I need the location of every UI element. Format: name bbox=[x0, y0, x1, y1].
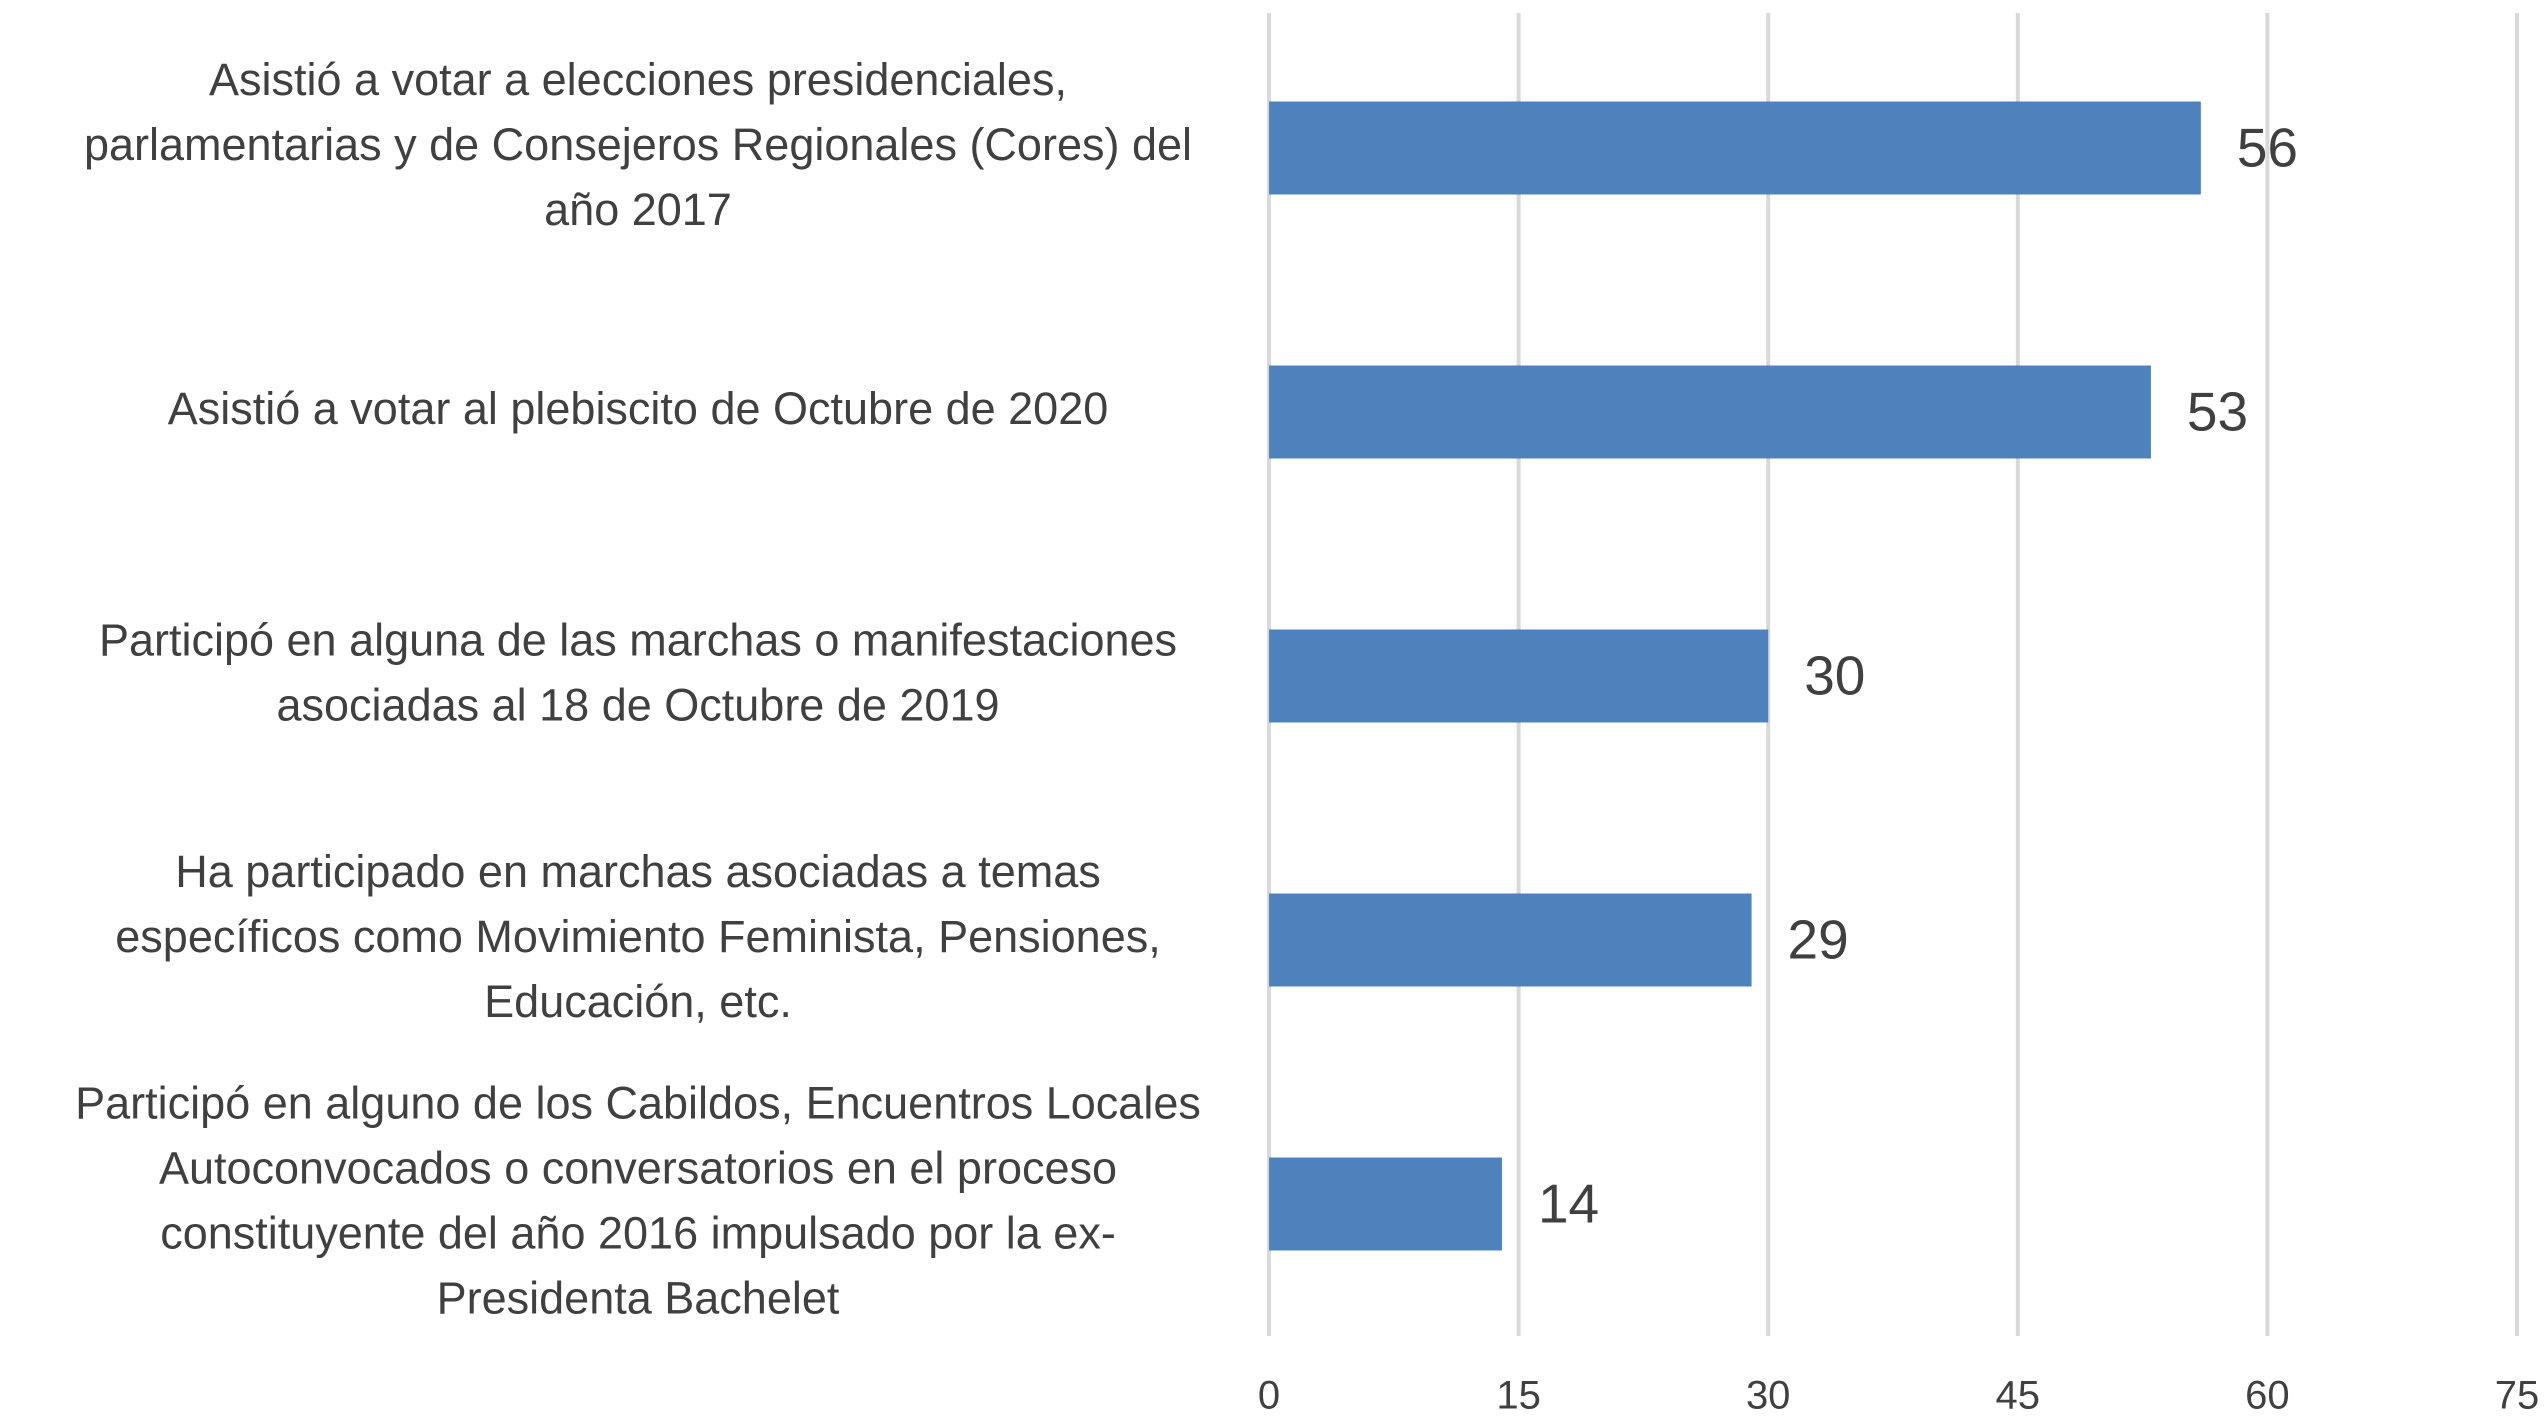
value-label: 30 bbox=[1804, 645, 1865, 707]
value-label: 14 bbox=[1538, 1173, 1599, 1235]
category-label: asociadas al 18 de Octubre de 2019 bbox=[276, 679, 999, 730]
category-label: Participó en alguna de las marchas o man… bbox=[99, 614, 1177, 665]
category-label: Ha participado en marchas asociadas a te… bbox=[175, 846, 1101, 897]
value-label: 56 bbox=[2237, 117, 2298, 179]
category-label: Presidenta Bachelet bbox=[437, 1272, 840, 1323]
x-tick-label: 45 bbox=[1996, 1374, 2041, 1418]
category-label: año 2017 bbox=[544, 184, 732, 235]
x-tick-label: 75 bbox=[2495, 1374, 2540, 1418]
category-label: Asistió a votar a elecciones presidencia… bbox=[209, 54, 1067, 105]
category-label: Asistió a votar al plebiscito de Octubre… bbox=[168, 383, 1109, 434]
category-label: Participó en alguno de los Cabildos, Enc… bbox=[75, 1077, 1201, 1128]
value-label: 53 bbox=[2187, 381, 2248, 443]
category-label: Autoconvocados o conversatorios en el pr… bbox=[159, 1142, 1117, 1193]
x-tick-label: 60 bbox=[2245, 1374, 2290, 1418]
x-tick-label: 15 bbox=[1496, 1374, 1541, 1418]
category-label: Educación, etc. bbox=[484, 976, 792, 1027]
x-tick-label: 0 bbox=[1258, 1374, 1280, 1418]
x-tick-label: 30 bbox=[1746, 1374, 1791, 1418]
category-label: constituyente del año 2016 impulsado por… bbox=[160, 1207, 1116, 1258]
value-label: 29 bbox=[1788, 909, 1849, 971]
category-label: parlamentarias y de Consejeros Regionale… bbox=[84, 119, 1192, 170]
bar bbox=[1269, 629, 1769, 723]
bar bbox=[1269, 1157, 1502, 1251]
bar bbox=[1269, 101, 2201, 195]
bar bbox=[1269, 893, 1752, 987]
bar bbox=[1269, 365, 2151, 459]
category-label: específicos como Movimiento Feminista, P… bbox=[115, 911, 1160, 962]
